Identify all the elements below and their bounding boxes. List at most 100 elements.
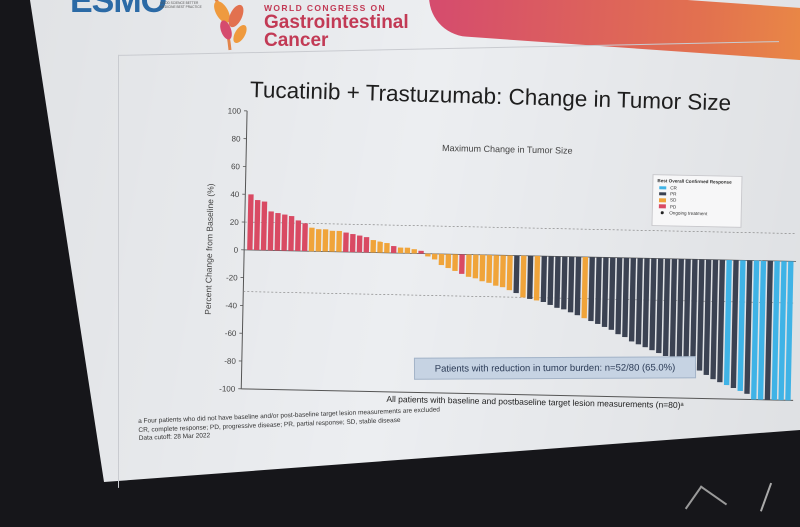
legend-label-cr: CR bbox=[670, 185, 677, 190]
bar-pr bbox=[636, 258, 643, 344]
bar-sd bbox=[520, 256, 526, 298]
bar-pr bbox=[561, 257, 567, 310]
bar-pr bbox=[690, 259, 698, 368]
bar-sd bbox=[405, 248, 410, 254]
bar-pr bbox=[527, 256, 533, 299]
legend: Best Overall Confirmed Response CR PR SD… bbox=[651, 174, 742, 228]
bar-pd bbox=[391, 246, 396, 253]
bar-pd bbox=[302, 223, 308, 251]
legend-title: Best Overall Confirmed Response bbox=[657, 178, 741, 185]
bar-sd bbox=[322, 229, 328, 251]
bar-pd bbox=[350, 234, 356, 252]
bar-cr bbox=[785, 261, 793, 400]
legend-swatch-cr bbox=[659, 186, 666, 190]
bar-cr bbox=[758, 261, 766, 400]
bar-sd bbox=[398, 248, 403, 254]
bar-sd bbox=[316, 229, 322, 251]
bar-pr bbox=[622, 258, 629, 337]
ongoing-dot-icon bbox=[661, 211, 664, 214]
bar-pr bbox=[575, 257, 582, 315]
bar-pr bbox=[568, 257, 575, 313]
legend-swatch-pr bbox=[659, 192, 666, 196]
bar-sd bbox=[384, 243, 390, 253]
bar-sd bbox=[486, 255, 492, 283]
bar-pr bbox=[602, 257, 609, 327]
bar-pd bbox=[418, 251, 423, 254]
bar-pd bbox=[261, 202, 267, 251]
y-tick-label: 100 bbox=[228, 106, 242, 115]
bar-pr bbox=[683, 259, 691, 365]
y-tick-label: -100 bbox=[219, 384, 236, 393]
legend-item-ongoing: Ongoing treatment bbox=[659, 210, 741, 217]
bar-pd bbox=[295, 220, 301, 251]
bar-pd bbox=[275, 213, 281, 251]
bar-pd bbox=[247, 194, 254, 250]
bar-pr bbox=[765, 261, 773, 400]
bar-pd bbox=[364, 237, 370, 252]
legend-label-sd: SD bbox=[670, 198, 676, 203]
y-tick-label: 20 bbox=[230, 218, 240, 227]
bar-sd bbox=[500, 255, 506, 287]
bar-pd bbox=[268, 211, 274, 250]
legend-label-pd: PD bbox=[670, 204, 676, 209]
bar-pr bbox=[615, 258, 622, 335]
y-tick-label: 80 bbox=[231, 134, 241, 143]
bar-sd bbox=[493, 255, 499, 286]
bar-pr bbox=[643, 258, 650, 347]
bar-sd bbox=[507, 255, 513, 290]
chart-title: Maximum Change in Tumor Size bbox=[442, 143, 573, 156]
y-tick-label: -60 bbox=[225, 329, 237, 338]
bar-pr bbox=[697, 259, 705, 370]
y-axis-label: Percent Change from Baseline (%) bbox=[203, 183, 216, 315]
bar-pr bbox=[717, 260, 725, 382]
bar-pr bbox=[704, 260, 712, 375]
bar-pr bbox=[595, 257, 602, 324]
y-tick-label: 60 bbox=[231, 162, 241, 171]
bar-pr bbox=[663, 259, 670, 356]
bar-pr bbox=[710, 260, 718, 380]
bar-sd bbox=[377, 242, 383, 253]
legend-label-ongoing: Ongoing treatment bbox=[669, 210, 707, 216]
bar-sd bbox=[534, 256, 540, 301]
bar-sd bbox=[466, 255, 472, 277]
bar-sd bbox=[452, 254, 458, 271]
bar-cr bbox=[738, 260, 746, 391]
bar-pr bbox=[554, 256, 560, 308]
y-tick-label: -20 bbox=[226, 273, 238, 282]
bar-pd bbox=[357, 236, 363, 253]
legend-swatch-sd bbox=[659, 198, 666, 202]
bar-cr bbox=[778, 261, 786, 400]
bar-sd bbox=[425, 254, 430, 257]
bar-pd bbox=[254, 200, 260, 250]
bar-pr bbox=[629, 258, 636, 341]
bar-sd bbox=[473, 255, 479, 279]
bar-cr bbox=[724, 260, 732, 385]
y-tick-label: 40 bbox=[230, 190, 240, 199]
legend-label-pr: PR bbox=[670, 192, 676, 197]
bar-pd bbox=[459, 254, 465, 274]
tumor-reduction-callout: Patients with reduction in tumor burden:… bbox=[414, 356, 696, 379]
bar-pd bbox=[343, 232, 349, 252]
bar-sd bbox=[445, 254, 451, 268]
y-tick-label: -40 bbox=[225, 301, 237, 310]
y-tick-label: 0 bbox=[234, 246, 239, 255]
bar-pr bbox=[513, 256, 519, 294]
bar-sd bbox=[412, 249, 417, 253]
bar-pr bbox=[656, 259, 663, 354]
bar-sd bbox=[309, 228, 315, 252]
bar-pr bbox=[649, 258, 656, 350]
bar-pr bbox=[744, 260, 752, 394]
bar-pr bbox=[670, 259, 677, 359]
bar-sd bbox=[370, 240, 376, 253]
bar-pr bbox=[541, 256, 547, 302]
bar-sd bbox=[439, 254, 445, 265]
bar-sd bbox=[336, 231, 342, 252]
bar-sd bbox=[479, 255, 485, 282]
bar-pr bbox=[547, 256, 553, 305]
bar-pr bbox=[588, 257, 595, 321]
bar-pr bbox=[676, 259, 683, 362]
y-tick-label: -80 bbox=[224, 357, 236, 366]
bar-sd bbox=[329, 231, 335, 252]
bar-pr bbox=[609, 258, 616, 330]
